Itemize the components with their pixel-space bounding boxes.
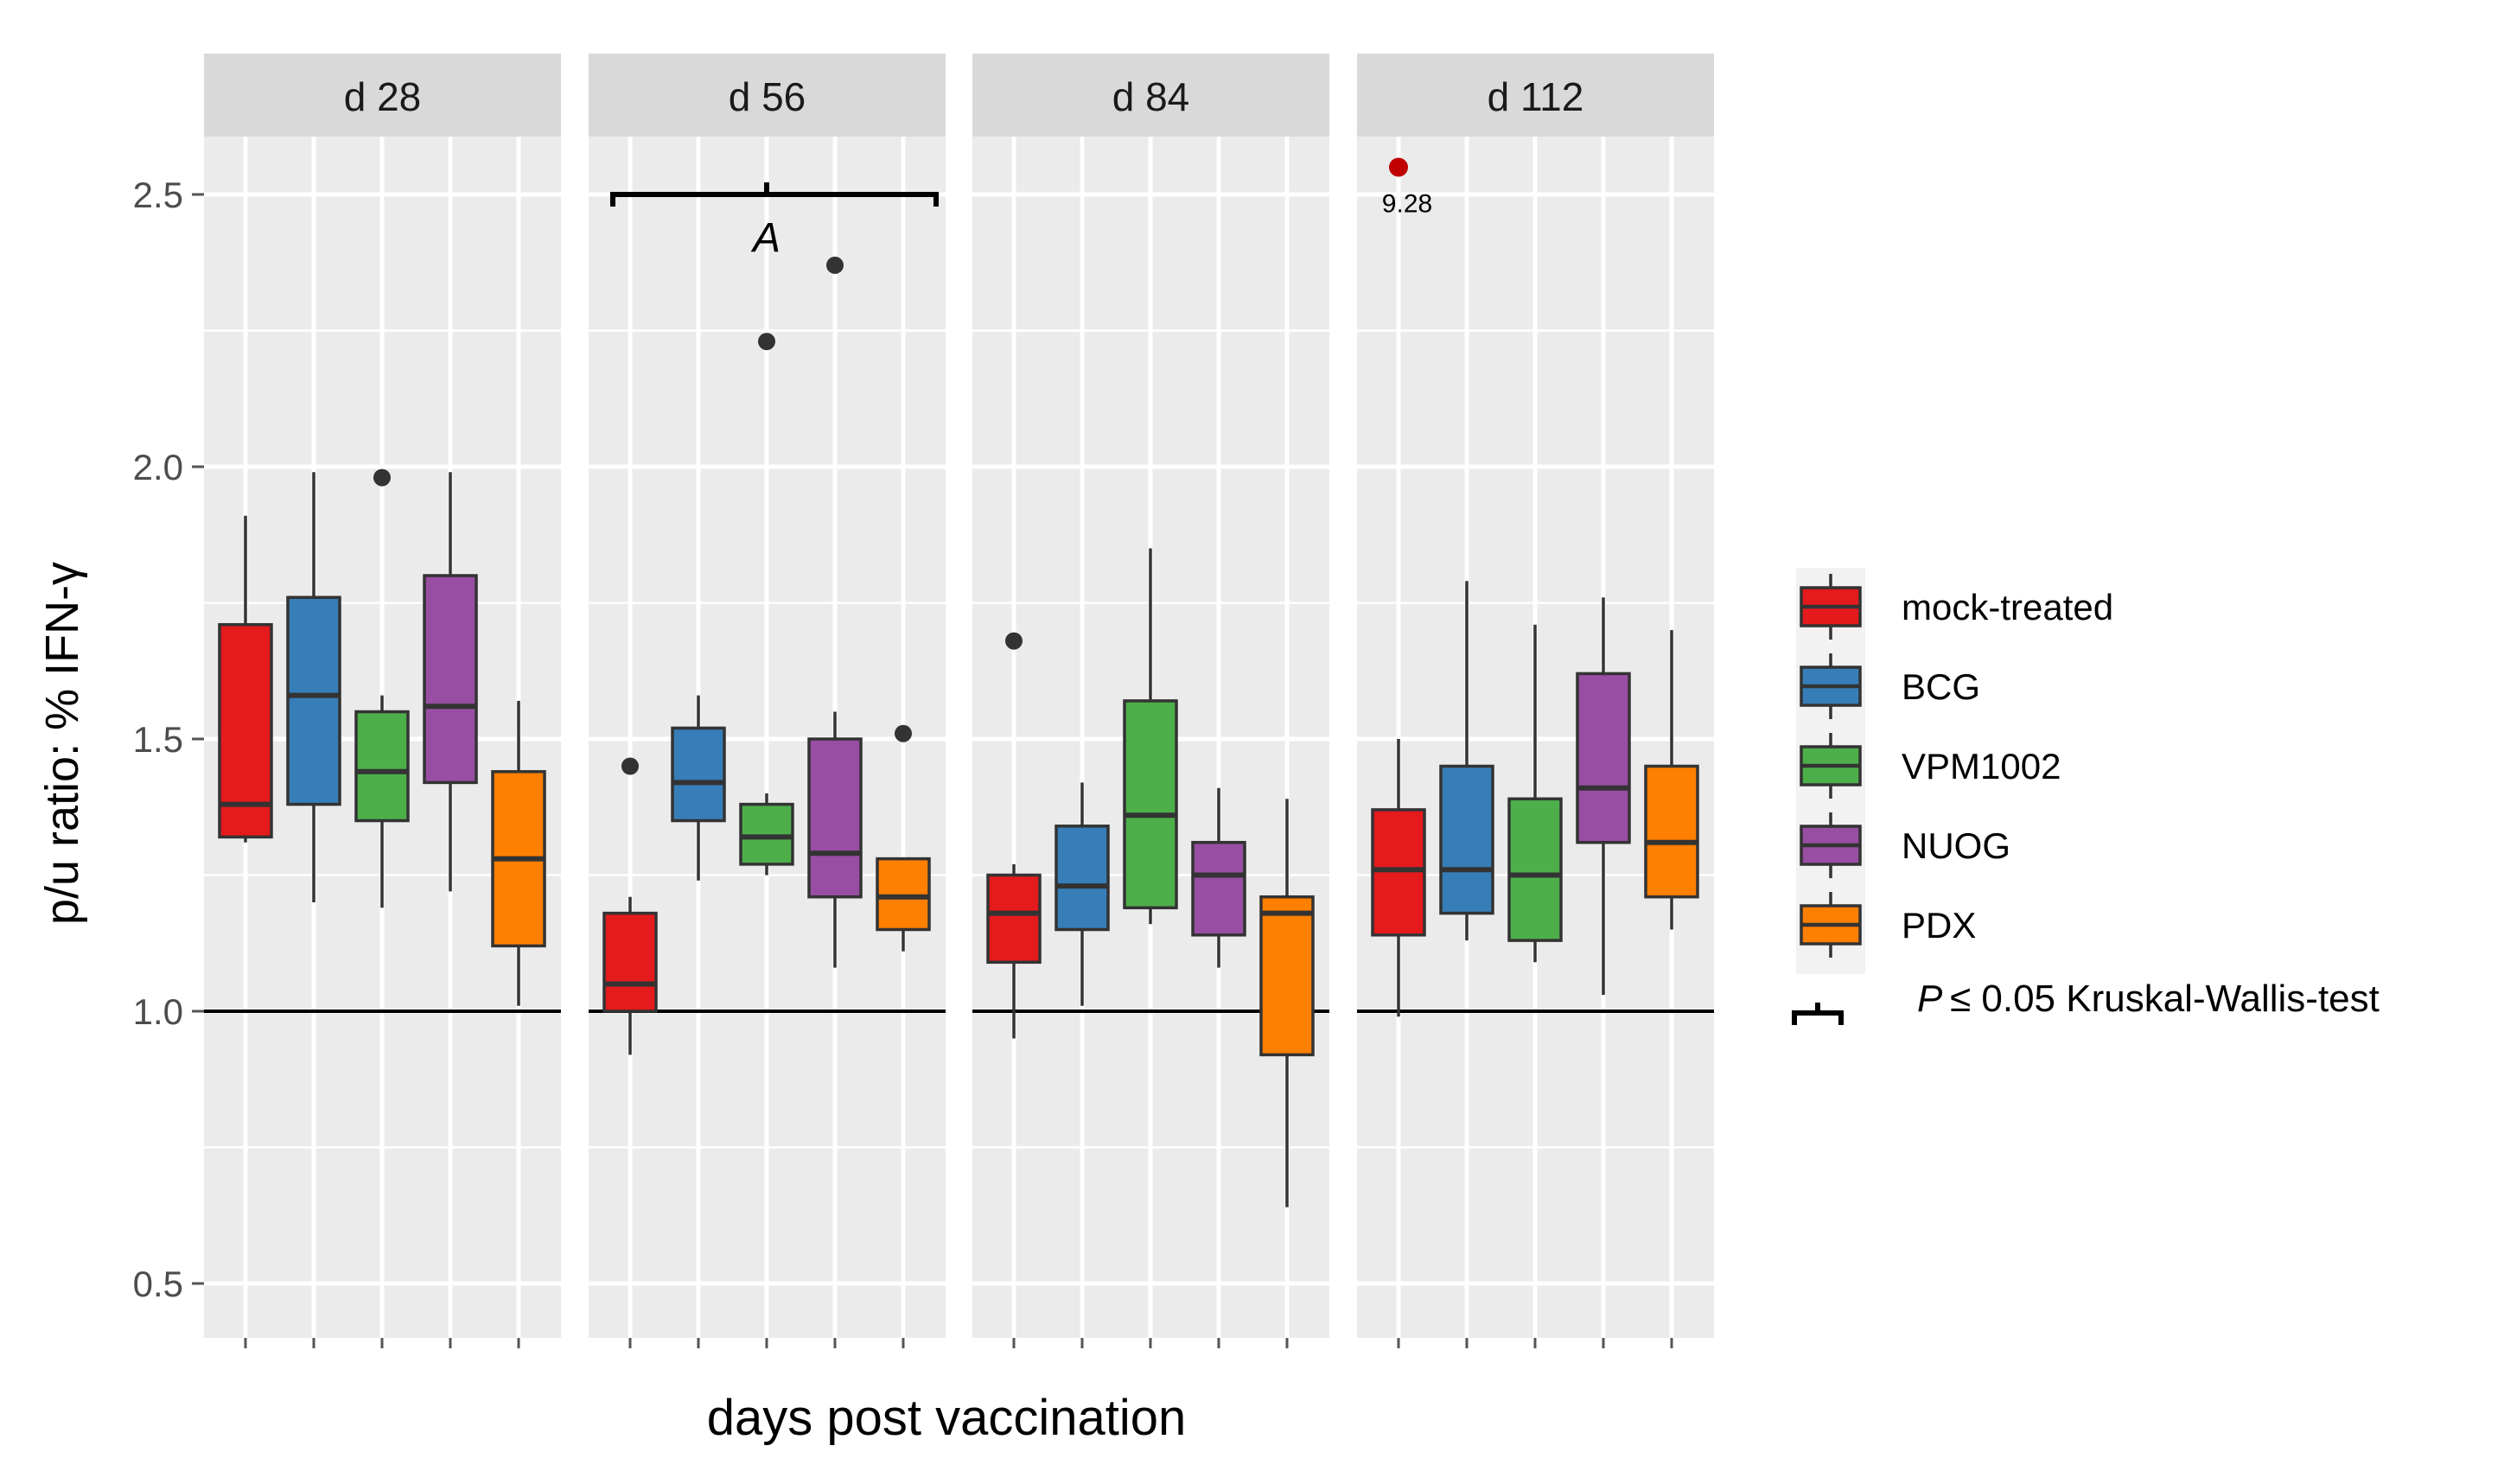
legend-label: PDX <box>1902 905 1976 946</box>
legend-label: VPM1002 <box>1902 746 2061 787</box>
facet-strip-label: d 112 <box>1488 74 1584 119</box>
outlier-point <box>758 333 775 351</box>
box-iqr <box>807 737 863 899</box>
box-NUOG <box>807 256 863 968</box>
box-iqr <box>876 857 931 932</box>
box-iqr <box>286 596 341 806</box>
significance-bracket: A <box>610 182 939 261</box>
special-outlier-label: 9.28 <box>1382 190 1432 219</box>
significance-label: A <box>750 215 781 261</box>
box-iqr <box>1439 764 1494 915</box>
box-mock-treated <box>986 632 1042 1039</box>
legend-item-PDX: PDX <box>1800 892 1976 958</box>
facet-panel-d-112: d 112 9.28 <box>1357 54 1714 1348</box>
facet-panels: d 28 d 56 Ad 84 d 112 9.28 <box>204 54 1714 1348</box>
box-iqr <box>1576 672 1631 844</box>
box-iqr <box>1507 797 1563 942</box>
box-PDX <box>1644 630 1699 930</box>
outlier-point <box>621 757 639 775</box>
box-iqr <box>1054 825 1110 932</box>
box-iqr <box>986 873 1042 965</box>
legend: mock-treated BCG VPM1002 NUOG PDX P ≤ 0.05 Kru… <box>1792 568 2380 1025</box>
facet-strip-label: d 56 <box>729 74 806 119</box>
special-outlier-point <box>1389 157 1408 177</box>
box-iqr <box>1123 699 1178 910</box>
box-iqr <box>671 726 726 823</box>
box-mock-treated <box>218 515 273 843</box>
box-PDX <box>491 700 546 1006</box>
y-axis: 0.5 1.0 1.5 2.0 2.5 <box>133 175 204 1304</box>
facet-strip <box>204 54 561 137</box>
box-BCG <box>1439 581 1494 941</box>
outlier-point <box>373 468 391 487</box>
box-mock-treated <box>1371 739 1426 1017</box>
facet-panel-d-84: d 84 <box>972 54 1329 1348</box>
box-iqr <box>1259 895 1315 1057</box>
x-axis-label: days post vaccination <box>707 1390 1187 1446</box>
y-tick-label: 2.5 <box>133 175 183 215</box>
outlier-point <box>826 256 844 274</box>
facet-panel-d-56: d 56 A <box>589 54 946 1348</box>
box-PDX <box>876 724 931 952</box>
box-VPM1002 <box>739 333 794 876</box>
bracket-line <box>610 182 939 207</box>
y-tick-label: 0.5 <box>133 1264 183 1304</box>
box-iqr <box>739 802 794 866</box>
legend-significance-label: ≤ 0.05 Kruskal-Wallis-test <box>1950 978 2380 1020</box>
box-VPM1002 <box>354 468 410 908</box>
box-iqr <box>423 574 478 785</box>
facet-strip <box>972 54 1329 137</box>
legend-item-VPM1002: VPM1002 <box>1800 733 2061 799</box>
box-BCG <box>286 472 341 902</box>
box-iqr <box>1371 808 1426 937</box>
box-NUOG <box>1191 787 1246 968</box>
legend-item-BCG: BCG <box>1800 653 1980 719</box>
legend-bracket-icon <box>1792 1003 1844 1025</box>
box-NUOG <box>1576 597 1631 996</box>
facet-strip <box>1357 54 1714 137</box>
facet-panel-d-28: d 28 <box>204 54 561 1348</box>
facet-strip-label: d 84 <box>1112 74 1190 119</box>
outlier-point <box>895 724 912 742</box>
y-tick-label: 2.0 <box>133 447 183 487</box>
box-BCG <box>671 695 726 881</box>
legend-label: NUOG <box>1902 825 2010 866</box>
box-iqr <box>1644 764 1699 899</box>
legend-label: BCG <box>1902 666 1980 707</box>
legend-p-symbol: P <box>1917 978 1943 1020</box>
box-iqr <box>602 911 658 1013</box>
box-NUOG <box>423 472 478 892</box>
box-VPM1002 <box>1123 548 1178 925</box>
box-VPM1002 <box>1507 624 1563 963</box>
y-axis-label: p/u ratio: % IFN-γ <box>36 562 88 925</box>
box-PDX <box>1259 799 1315 1207</box>
box-iqr <box>1191 840 1246 937</box>
box-BCG <box>1054 782 1110 1006</box>
box-iqr <box>354 710 410 823</box>
legend-label: mock-treated <box>1902 587 2113 627</box>
facet-strip-label: d 28 <box>344 74 422 119</box>
y-tick-label: 1.5 <box>133 719 183 760</box>
box-iqr <box>218 622 273 839</box>
outlier-point <box>1005 632 1023 650</box>
box-mock-treated <box>602 757 658 1055</box>
legend-item-significance: P ≤ 0.05 Kruskal-Wallis-test <box>1792 978 2380 1025</box>
legend-item-mock-treated: mock-treated <box>1800 574 2113 640</box>
facet-strip <box>589 54 946 137</box>
y-tick-label: 1.0 <box>133 991 183 1032</box>
legend-item-NUOG: NUOG <box>1800 812 2010 878</box>
